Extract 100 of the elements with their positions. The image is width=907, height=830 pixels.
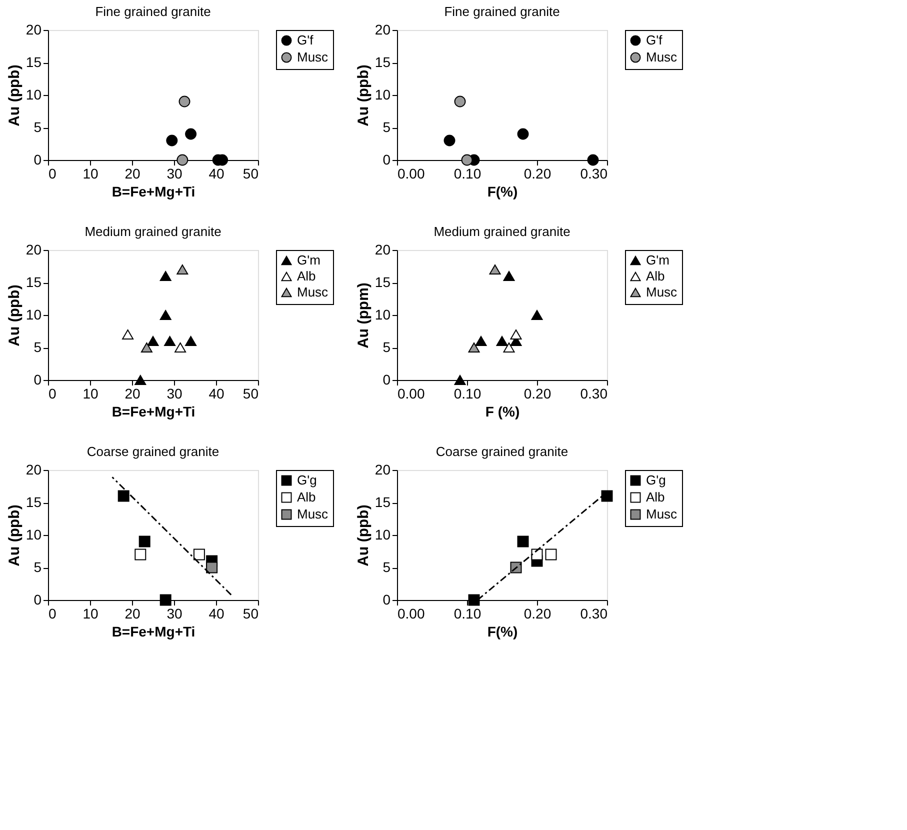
y-tick-label: 15 [26, 54, 42, 70]
point [178, 96, 190, 108]
point [160, 270, 172, 282]
y-tick-label: 0 [34, 592, 42, 608]
point [118, 490, 130, 502]
y-tick-label: 5 [34, 119, 42, 135]
point [185, 128, 197, 140]
y-axis-title: Au (ppb) [354, 64, 372, 126]
y-tick-label: 5 [382, 559, 391, 575]
legend-label: Musc [297, 50, 329, 64]
x-tick-label: 20 [124, 606, 140, 622]
legend-label: Musc [646, 506, 678, 522]
y-tick-label: 15 [374, 274, 391, 290]
y-axis-title: Au (ppm) [354, 282, 372, 348]
x-tick-label: 0.10 [454, 386, 482, 402]
y-tick-label: 15 [26, 274, 42, 290]
x-tick-label: 0.10 [454, 166, 482, 182]
point [122, 329, 134, 340]
legend-label: Alb [297, 490, 316, 504]
legend-label: Alb [646, 268, 665, 284]
y-axis-title: Au (ppb) [354, 504, 372, 566]
x-tick-label: 0.00 [398, 166, 425, 182]
chart-title: Medium grained granite [434, 224, 570, 239]
x-tick-label: 0.20 [524, 606, 552, 622]
x-tick-label: 30 [166, 606, 182, 622]
x-tick-label: 40 [208, 606, 224, 622]
y-tick-label: 20 [374, 242, 391, 258]
x-tick-label: 10 [82, 386, 98, 402]
y-tick-label: 15 [374, 54, 391, 70]
x-axis-title: F (%) [485, 404, 520, 420]
x-tick-label: 50 [242, 166, 259, 182]
point [134, 548, 146, 560]
y-tick-label: 10 [26, 86, 42, 102]
legend-label: Alb [297, 268, 316, 284]
x-axis-title: B=Fe+Mg+Ti [112, 624, 196, 640]
x-tick-label: 50 [242, 386, 259, 402]
x-tick-label: 0.30 [580, 386, 608, 402]
point [166, 134, 178, 146]
x-tick-label: 0 [48, 386, 56, 402]
point [176, 154, 188, 166]
legend-label: Musc [646, 284, 678, 300]
point [193, 548, 205, 560]
legend-label: G'f [646, 32, 663, 48]
legend-label: Musc [297, 284, 329, 300]
x-tick-label: 40 [208, 386, 224, 402]
chart-title: Coarse grained granite [436, 444, 568, 459]
point [138, 536, 150, 548]
y-tick-label: 15 [374, 494, 391, 510]
chart-title: Coarse grained granite [86, 444, 220, 459]
x-tick-label: 10 [82, 166, 98, 182]
y-tick-label: 20 [374, 462, 391, 478]
y-tick-label: 15 [26, 494, 42, 510]
x-tick-label: 40 [208, 166, 224, 182]
x-tick-label: 20 [124, 166, 140, 182]
legend-label: G'g [646, 472, 666, 488]
point [140, 342, 152, 353]
y-tick-label: 0 [382, 372, 391, 388]
x-tick-label: 0 [48, 166, 56, 182]
y-tick-label: 0 [382, 152, 391, 168]
y-axis-title: Au (ppb) [6, 284, 23, 346]
y-tick-label: 10 [26, 306, 42, 322]
y-tick-label: 10 [374, 306, 391, 322]
point [134, 374, 146, 386]
y-tick-label: 20 [26, 462, 42, 478]
point [147, 336, 159, 346]
y-tick-label: 5 [34, 559, 42, 575]
y-tick-label: 5 [34, 339, 42, 355]
point [206, 562, 218, 574]
x-tick-label: 30 [166, 386, 182, 402]
x-tick-label: 10 [82, 606, 98, 622]
x-axis-title: F(%) [487, 624, 518, 640]
legend-label: G'm [646, 252, 670, 268]
x-axis-title: F(%) [487, 184, 518, 200]
y-tick-label: 0 [34, 152, 42, 168]
point [164, 336, 176, 346]
point [176, 264, 188, 275]
x-axis-title: B=Fe+Mg+Ti [112, 404, 196, 420]
legend-label: Musc [646, 50, 678, 64]
y-tick-label: 10 [374, 526, 391, 542]
legend-label: G'f [297, 32, 314, 48]
x-tick-label: 0.20 [524, 386, 552, 402]
y-tick-label: 20 [26, 242, 42, 258]
point [185, 336, 197, 346]
point [160, 310, 172, 320]
x-tick-label: 0.00 [398, 606, 425, 622]
y-tick-label: 20 [374, 22, 391, 38]
legend-label: Musc [297, 506, 329, 522]
x-tick-label: 20 [124, 386, 140, 402]
y-tick-label: 0 [34, 372, 42, 388]
y-tick-label: 5 [382, 339, 391, 355]
point [174, 342, 186, 353]
x-tick-label: 0.30 [580, 606, 608, 622]
x-tick-label: 0.00 [398, 386, 425, 402]
y-tick-label: 20 [26, 22, 42, 38]
y-tick-label: 10 [26, 526, 42, 542]
chart-title: Medium grained granite [84, 224, 222, 239]
x-tick-label: 30 [166, 166, 182, 182]
x-tick-label: 0.30 [580, 166, 608, 182]
legend-label: Alb [646, 490, 665, 504]
chart-title: Fine grained granite [444, 4, 560, 19]
